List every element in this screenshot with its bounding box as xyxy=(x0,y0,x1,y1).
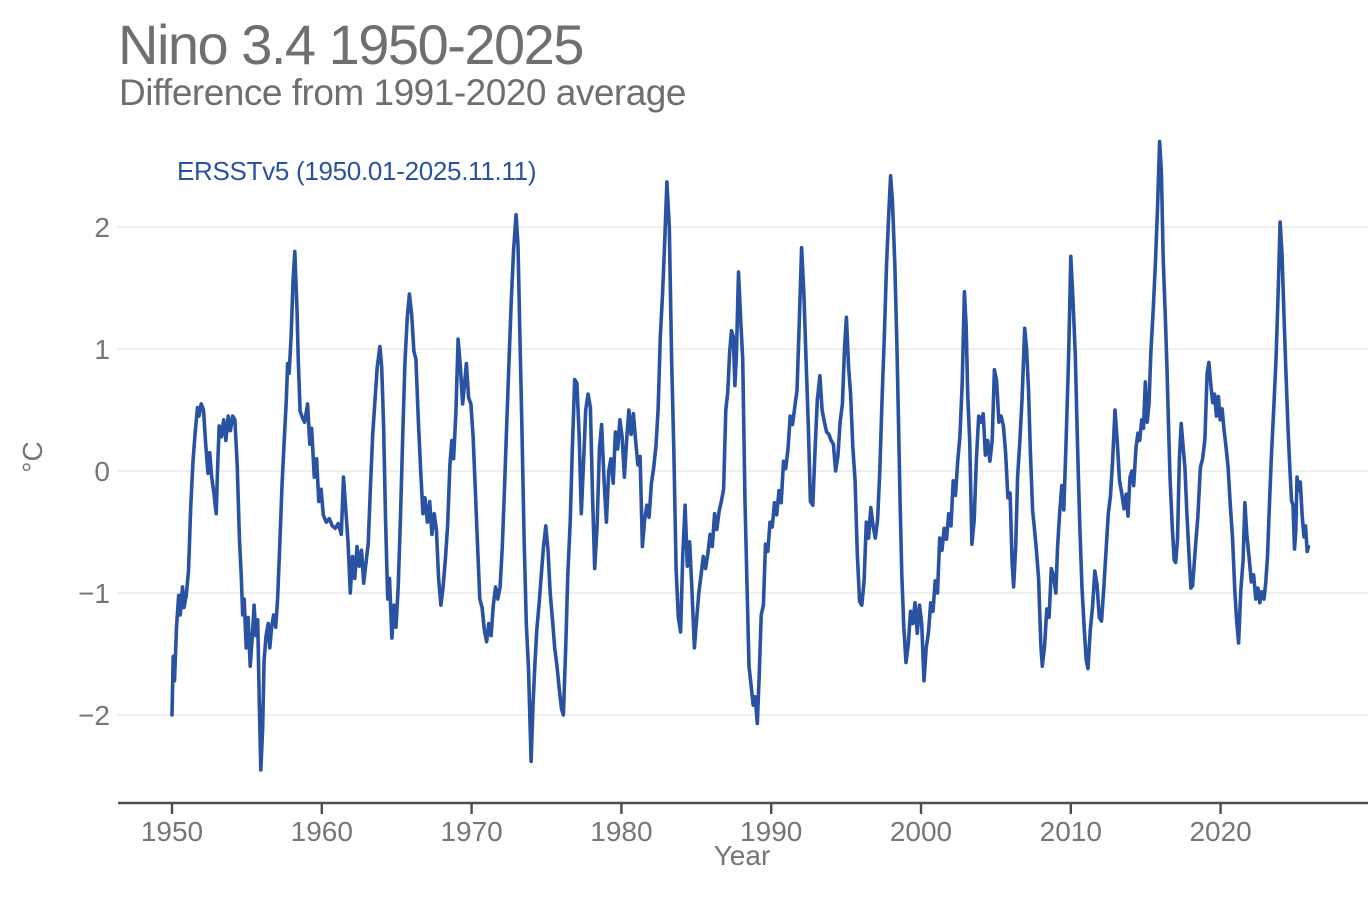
x-tick-label-1970: 1970 xyxy=(440,816,502,847)
page-subtitle: Difference from 1991-2020 average xyxy=(119,72,686,113)
x-tick-label-1990: 1990 xyxy=(740,816,802,847)
x-tick-label-1960: 1960 xyxy=(291,816,353,847)
y-tick-label-0: 0 xyxy=(94,456,110,487)
x-tick-label-2020: 2020 xyxy=(1189,816,1251,847)
x-tick-label-2000: 2000 xyxy=(890,816,952,847)
y-tick-label-2: 2 xyxy=(94,212,110,243)
x-tick-label-1980: 1980 xyxy=(590,816,652,847)
page-title: Nino 3.4 1950-2025 xyxy=(118,13,584,76)
y-tick-label-1: 1 xyxy=(94,334,110,365)
y-tick-label--2: −2 xyxy=(78,700,110,731)
y-tick-label--1: −1 xyxy=(78,578,110,609)
dataset-annotation: ERSSTv5 (1950.01-2025.11.11) xyxy=(177,156,537,186)
y-axis-label: °C xyxy=(17,441,48,473)
nino34-anomaly-line xyxy=(170,139,1311,772)
x-axis-label: Year xyxy=(713,840,771,871)
x-tick-label-1950: 1950 xyxy=(141,816,203,847)
x-tick-label-2010: 2010 xyxy=(1040,816,1102,847)
